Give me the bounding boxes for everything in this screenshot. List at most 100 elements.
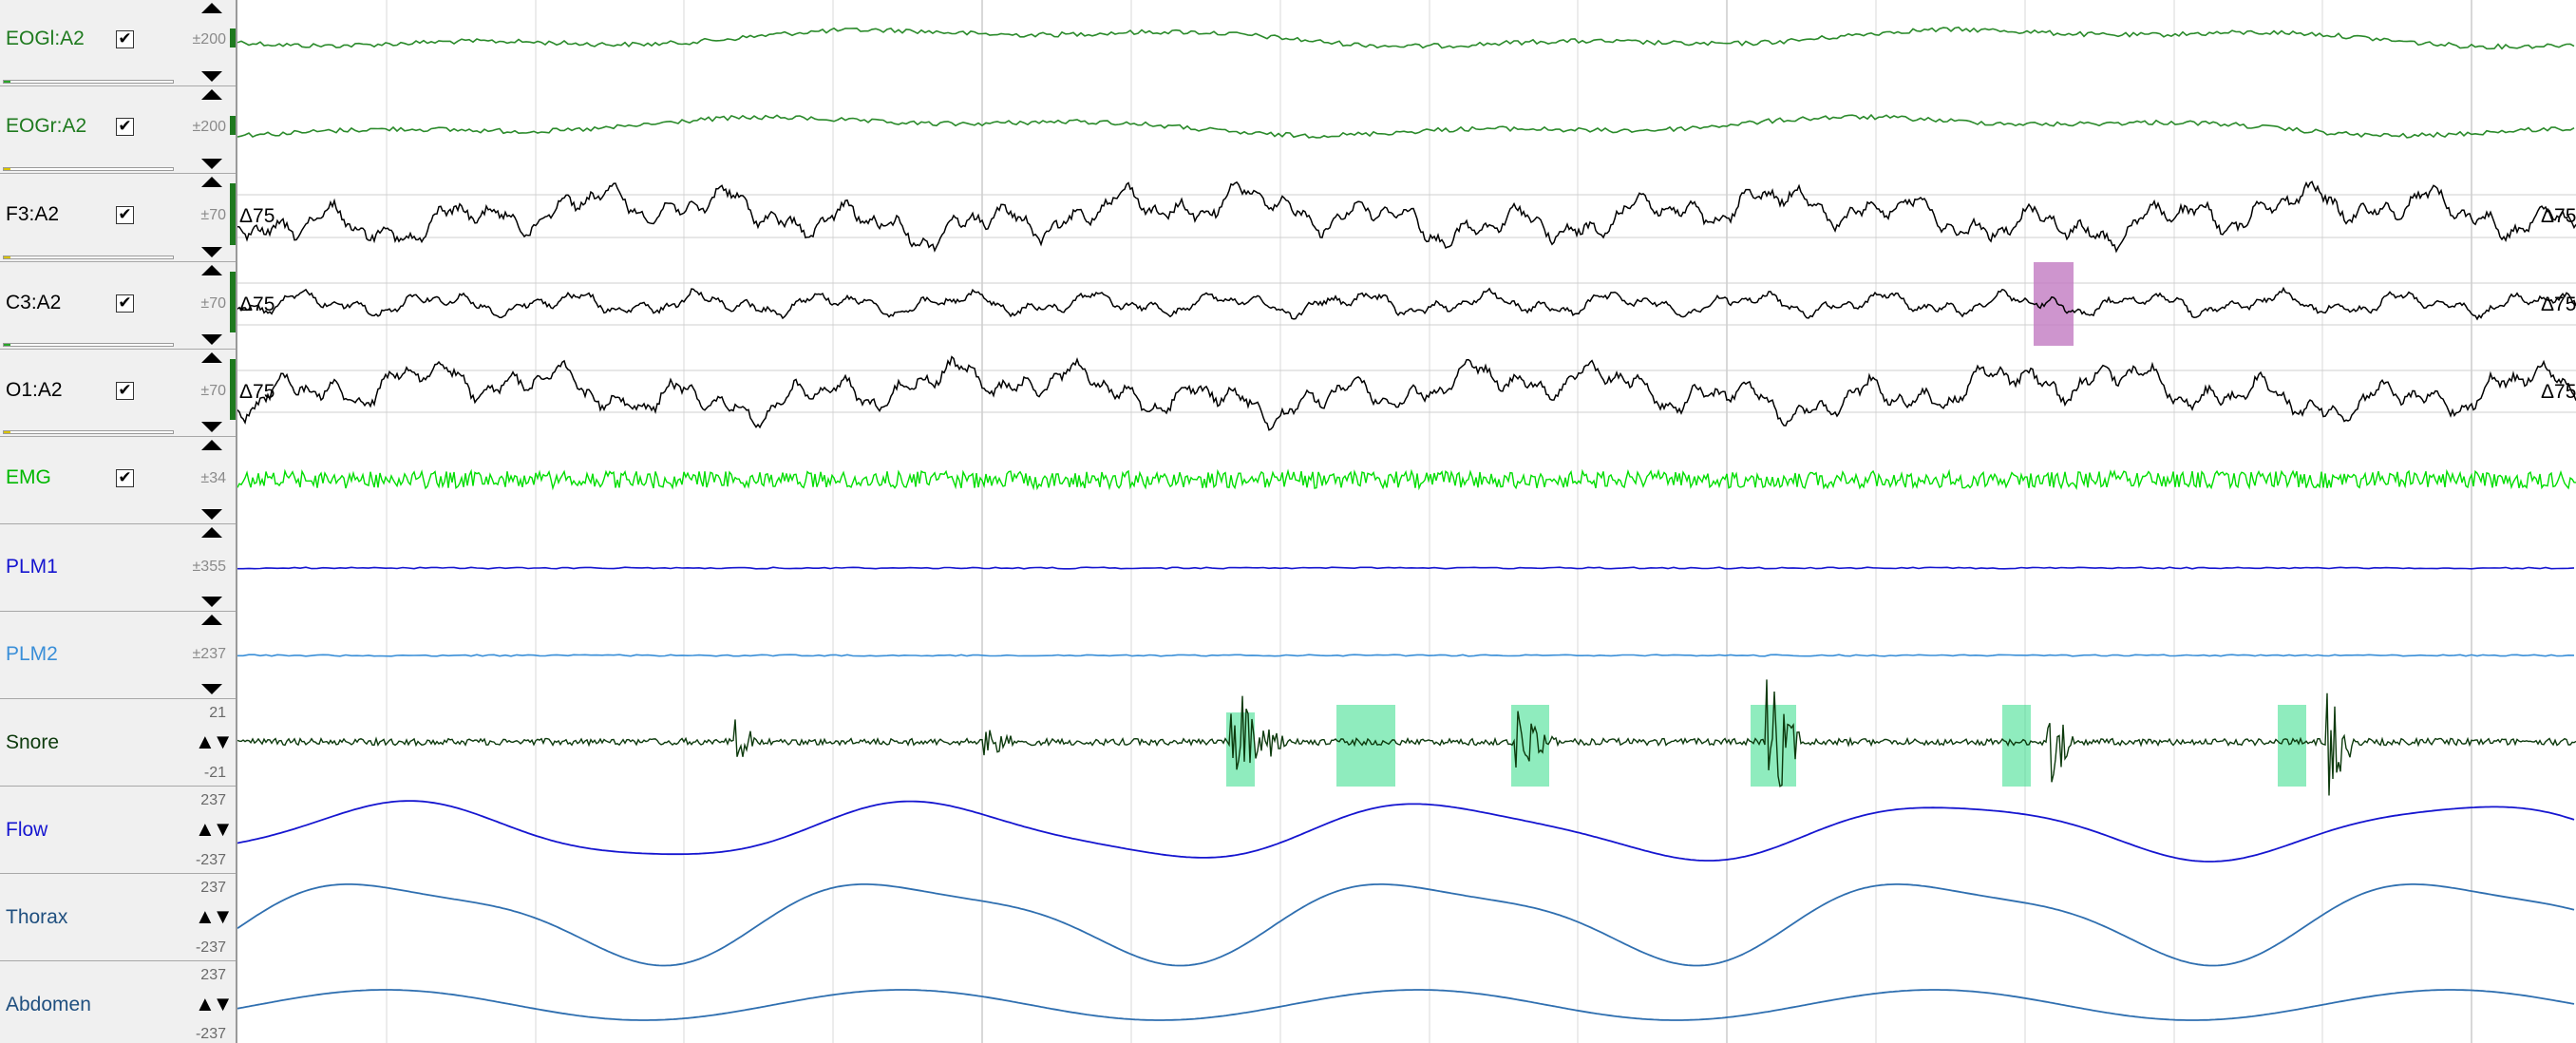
channel-scale: ±237 (192, 646, 226, 662)
scale-updown-arrows-icon[interactable]: ▲▼ (195, 817, 234, 841)
range-min: -237 (195, 852, 226, 868)
channel-edge-marker (230, 183, 236, 245)
scale-down-arrow-icon[interactable] (201, 509, 222, 520)
plm2-trace (237, 654, 2575, 657)
scale-down-arrow-icon[interactable] (201, 422, 222, 432)
channel-label-panel: EOGl:A2 ✔ ±200 EOGr:A2 ✔ ±200 F3:A2 ✔ ±7… (0, 0, 237, 1043)
channel-edge-marker (230, 28, 236, 47)
channel-row-emg[interactable]: EMG ✔ ±34 (0, 437, 236, 524)
channel-name: C3:A2 (6, 292, 62, 313)
channel-visible-checkbox[interactable]: ✔ (116, 206, 134, 224)
o1-trace (237, 355, 2576, 431)
channel-scale: ±200 (192, 31, 226, 47)
channel-visible-checkbox[interactable]: ✔ (116, 294, 134, 313)
channel-name: PLM1 (6, 556, 58, 578)
amplitude-markers: Δ75 Δ75 Δ75 Δ75 Δ75 Δ75 (239, 205, 2576, 403)
channel-row-c3[interactable]: C3:A2 ✔ ±70 (0, 262, 236, 350)
snore-event-highlight (2278, 705, 2306, 787)
amplitude-marker-label: Δ75 (2541, 205, 2576, 227)
channel-name: EOGl:A2 (6, 28, 85, 49)
scale-down-arrow-icon[interactable] (201, 159, 222, 169)
c3-trace (237, 286, 2576, 321)
scale-down-arrow-icon[interactable] (201, 597, 222, 607)
amplitude-marker-label: Δ75 (239, 381, 275, 403)
channel-name: PLM2 (6, 643, 58, 665)
emg-trace (237, 468, 2576, 491)
scale-up-arrow-icon[interactable] (201, 440, 222, 450)
channel-edge-marker (230, 272, 236, 332)
channel-name: Snore (6, 731, 60, 753)
signal-level-bar (3, 256, 174, 259)
channel-visible-checkbox[interactable]: ✔ (116, 118, 134, 136)
channel-scale: ±70 (200, 207, 226, 223)
signal-level-bar (3, 80, 174, 84)
channel-name: Thorax (6, 906, 68, 928)
channel-row-eogl[interactable]: EOGl:A2 ✔ ±200 (0, 0, 236, 86)
signal-traces (237, 26, 2576, 1021)
scale-down-arrow-icon[interactable] (201, 71, 222, 82)
range-min: -237 (195, 939, 226, 956)
abdomen-trace (237, 989, 2575, 1021)
channel-row-abdomen[interactable]: Abdomen 237 ▲▼ -237 (0, 961, 236, 1043)
amplitude-marker-label: Δ75 (2541, 381, 2576, 403)
scale-updown-arrows-icon[interactable]: ▲▼ (195, 904, 234, 928)
scale-up-arrow-icon[interactable] (201, 3, 222, 13)
channel-row-o1[interactable]: O1:A2 ✔ ±70 (0, 350, 236, 437)
channel-scale: ±34 (200, 470, 226, 486)
scale-up-arrow-icon[interactable] (201, 265, 222, 275)
amplitude-marker-label: Δ75 (2541, 294, 2576, 315)
range-max: 237 (200, 880, 226, 896)
scale-up-arrow-icon[interactable] (201, 615, 222, 625)
f3-trace (237, 180, 2576, 254)
snore-trace (237, 679, 2576, 796)
scale-down-arrow-icon[interactable] (201, 684, 222, 694)
channel-edge-marker (230, 359, 236, 420)
scale-updown-arrows-icon[interactable]: ▲▼ (195, 992, 234, 1015)
arousal-highlight (2034, 262, 2074, 346)
eogl-trace (237, 26, 2575, 50)
thorax-trace (237, 883, 2575, 967)
signal-level-bar (3, 343, 174, 347)
channel-scale: ±200 (192, 119, 226, 135)
channel-name: Abdomen (6, 994, 91, 1015)
signal-level-bar (3, 167, 174, 171)
snore-event-highlight (2002, 705, 2031, 787)
scale-up-arrow-icon[interactable] (201, 89, 222, 100)
channel-visible-checkbox[interactable]: ✔ (116, 30, 134, 48)
channel-name: Flow (6, 819, 48, 841)
channel-row-plm2[interactable]: PLM2 ±237 (0, 612, 236, 699)
channel-row-plm1[interactable]: PLM1 ±355 (0, 524, 236, 612)
scale-up-arrow-icon[interactable] (201, 177, 222, 187)
channel-name: O1:A2 (6, 379, 63, 401)
time-grid (237, 0, 2576, 1043)
range-max: 237 (200, 792, 226, 808)
signal-level-bar (3, 430, 174, 434)
scale-down-arrow-icon[interactable] (201, 334, 222, 345)
channel-scale: ±355 (192, 559, 226, 575)
channel-row-flow[interactable]: Flow 237 ▲▼ -237 (0, 787, 236, 874)
amplitude-marker-label: Δ75 (239, 205, 275, 227)
channel-edge-marker (230, 116, 236, 135)
channel-visible-checkbox[interactable]: ✔ (116, 382, 134, 400)
channel-row-eogr[interactable]: EOGr:A2 ✔ ±200 (0, 86, 236, 174)
channel-name: EOGr:A2 (6, 115, 87, 137)
channel-scale: ±70 (200, 295, 226, 312)
channel-visible-checkbox[interactable]: ✔ (116, 469, 134, 487)
range-max: 237 (200, 967, 226, 983)
scale-up-arrow-icon[interactable] (201, 527, 222, 538)
signal-trace-area[interactable]: Δ75 Δ75 Δ75 Δ75 Δ75 Δ75 (237, 0, 2576, 1043)
flow-trace (237, 800, 2575, 863)
snore-event-highlight (1336, 705, 1395, 787)
channel-row-snore[interactable]: Snore 21 ▲▼ -21 (0, 699, 236, 787)
scale-updown-arrows-icon[interactable]: ▲▼ (195, 730, 234, 753)
eogr-trace (237, 113, 2575, 139)
channel-row-f3[interactable]: F3:A2 ✔ ±70 (0, 174, 236, 262)
range-min: -21 (203, 765, 226, 781)
channel-row-thorax[interactable]: Thorax 237 ▲▼ -237 (0, 874, 236, 961)
range-min: -237 (195, 1026, 226, 1042)
range-max: 21 (209, 705, 226, 721)
scale-up-arrow-icon[interactable] (201, 352, 222, 363)
scale-down-arrow-icon[interactable] (201, 247, 222, 257)
channel-name: F3:A2 (6, 203, 60, 225)
